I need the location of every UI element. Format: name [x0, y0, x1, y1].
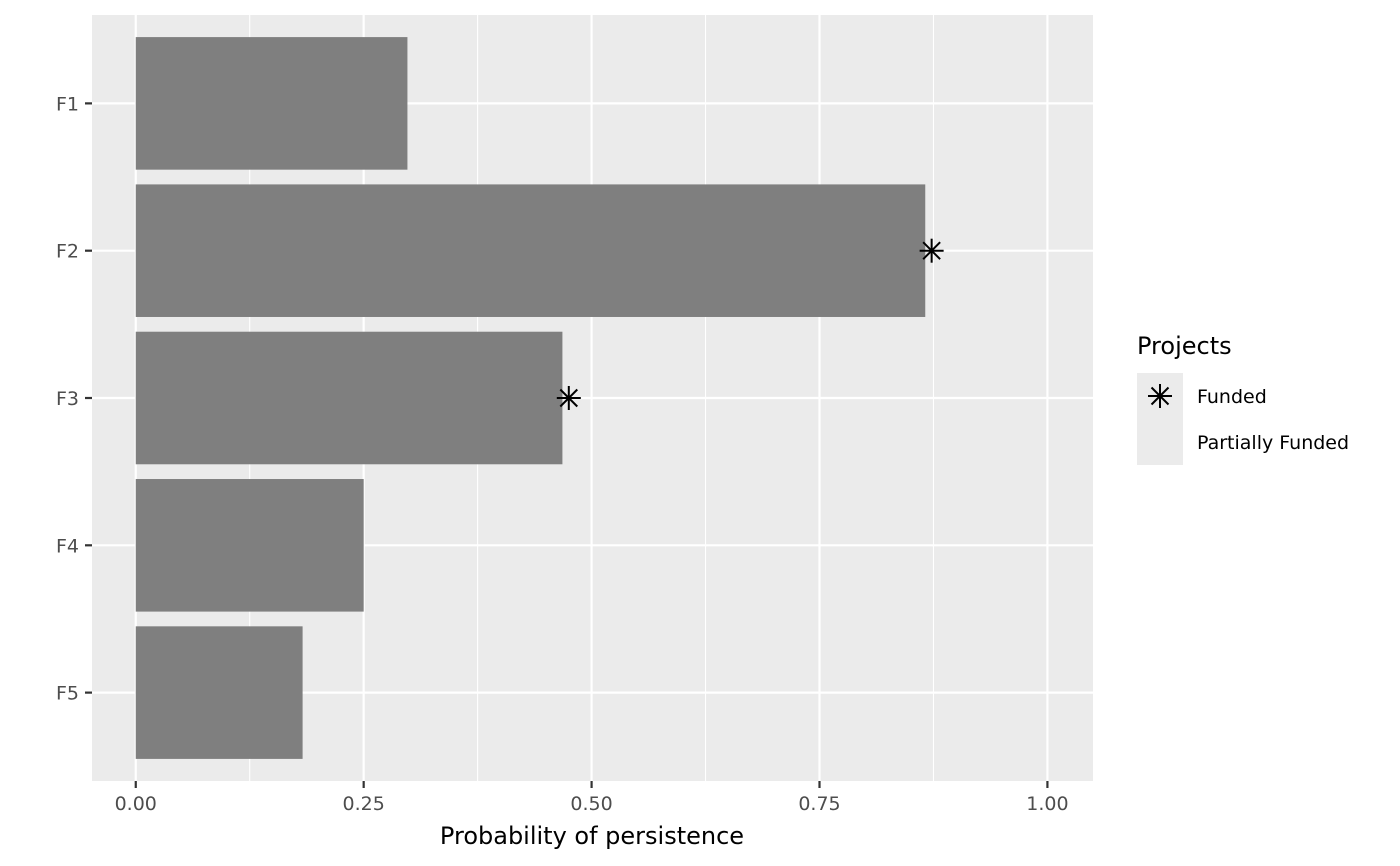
bar-f4	[135, 479, 364, 612]
legend: Projects Funded Partially Funded	[1137, 332, 1349, 465]
funded-markers	[556, 238, 944, 410]
bar-f5	[135, 626, 303, 759]
legend-label-partially-funded: Partially Funded	[1197, 432, 1349, 454]
y-tick-label-f2: F2	[56, 241, 79, 263]
legend-asterisk	[1148, 384, 1172, 408]
x-tick-label: 0.50	[570, 793, 612, 815]
x-tick-label: 0.75	[798, 793, 840, 815]
funded-marker-f2	[919, 238, 944, 263]
x-tick-label: 1.00	[1026, 793, 1068, 815]
legend-title: Projects	[1137, 332, 1232, 360]
y-tick-label-f4: F4	[56, 535, 79, 557]
bars	[135, 37, 926, 759]
asterisk-icon	[1148, 384, 1172, 408]
legend-label-funded: Funded	[1197, 386, 1267, 408]
bar-f2	[135, 184, 926, 317]
bar-f1	[135, 37, 408, 170]
y-tick-label-f3: F3	[56, 388, 79, 410]
y-tick-label-f5: F5	[56, 683, 79, 705]
x-axis: 0.00 0.25 0.50 0.75 1.00	[115, 781, 1069, 815]
legend-key-partially-funded	[1137, 419, 1183, 465]
x-axis-title: Probability of persistence	[440, 822, 744, 850]
asterisk-stroke	[1150, 386, 1170, 406]
y-axis: F1 F2 F3 F4 F5	[56, 93, 92, 705]
bar-f3	[135, 331, 563, 465]
x-tick-label: 0.00	[115, 793, 157, 815]
asterisk-stroke	[559, 388, 578, 408]
asterisk-stroke	[922, 241, 941, 260]
funded-marker-f3	[556, 386, 581, 410]
x-tick-label: 0.25	[343, 793, 385, 815]
y-tick-label-f1: F1	[56, 93, 79, 115]
